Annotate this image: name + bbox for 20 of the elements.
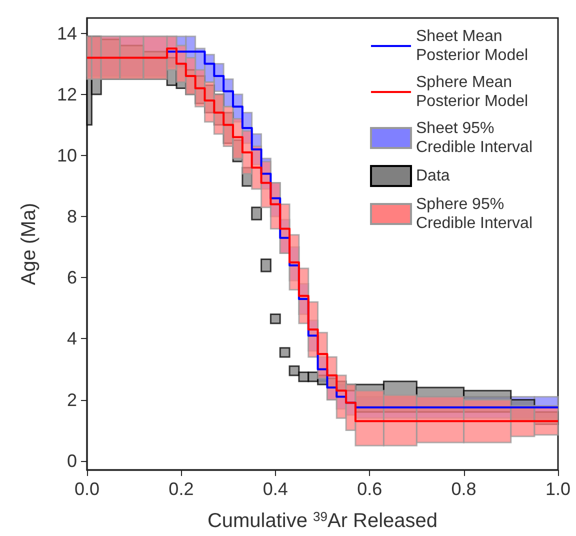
- y-axis-title: Age (Ma): [18, 202, 40, 286]
- y-tick-label: 0: [66, 450, 77, 471]
- legend-label: Sheet 95% Credible Interval: [416, 120, 532, 156]
- y-tick-label: 6: [66, 268, 77, 288]
- legend-label: Sphere Mean Posterior Model: [416, 74, 528, 110]
- legend-label: Sphere 95% Credible Interval: [416, 196, 532, 232]
- y-tick-label: 4: [66, 328, 77, 349]
- y-tick-label: 8: [66, 206, 77, 227]
- y-tick-label: 12: [56, 84, 77, 104]
- y-tick-label: 14: [56, 23, 77, 44]
- y-tick-label: 10: [56, 145, 77, 166]
- x-tick-label: 0.6: [357, 479, 382, 499]
- y-tick-label: 2: [66, 390, 77, 410]
- x-tick-label: 0.4: [262, 479, 288, 499]
- x-tick-label: 1.0: [545, 479, 571, 499]
- x-tick-label: 0.8: [451, 479, 476, 499]
- x-tick-label: 0.0: [74, 479, 100, 499]
- legend-label: Data: [416, 168, 450, 184]
- legend-label: Sheet Mean Posterior Model: [416, 28, 528, 64]
- x-tick-label: 0.2: [168, 479, 194, 499]
